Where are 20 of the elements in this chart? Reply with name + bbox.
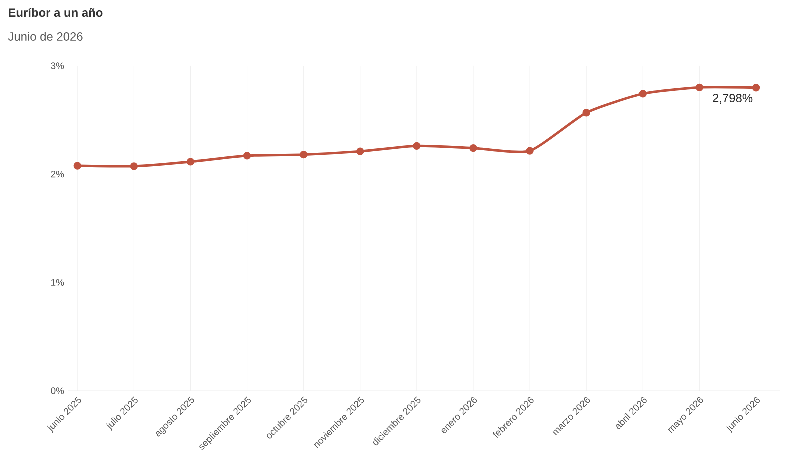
point [243,152,252,160]
chart-title: Euríbor a un año [9,8,103,18]
point [582,109,590,117]
y-tick-label: 3% [51,62,64,70]
point [186,158,195,166]
point [470,144,478,152]
point [413,142,421,150]
annotation: 2,798% [713,94,753,104]
point [300,150,308,159]
y-tick-label: 1% [52,279,64,286]
chart-subtitle: Junio de 2026 [8,32,83,41]
y-tick-label: 0% [51,388,64,394]
point [74,162,82,170]
point [356,148,364,156]
point [130,162,138,170]
point [639,90,647,98]
point [696,84,704,92]
point [526,147,534,155]
point [752,84,760,92]
y-tick-label: 2% [51,170,64,178]
